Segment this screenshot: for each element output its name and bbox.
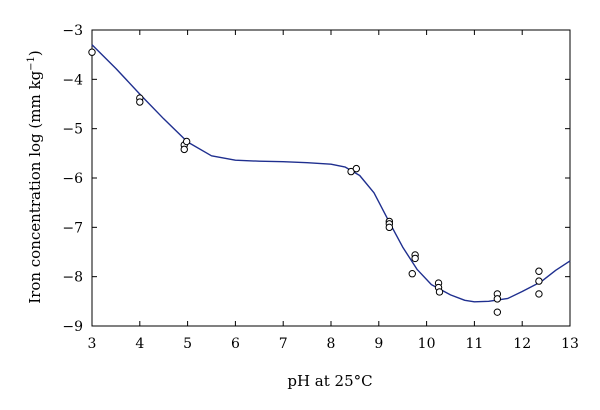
data-point (493, 308, 502, 316)
x-tick-label: 8 (327, 336, 336, 352)
data-point (88, 48, 96, 56)
data-point (136, 98, 144, 106)
x-tick-label: 10 (418, 336, 436, 352)
fit-curve (91, 44, 571, 303)
y-axis-label-close: ) (26, 50, 44, 56)
y-tick-label: −9 (62, 319, 83, 335)
y-tick-label: −6 (62, 171, 83, 187)
x-tick-label: 7 (279, 336, 288, 352)
y-tick-label: −5 (62, 122, 83, 138)
data-point (180, 145, 188, 154)
x-tick-label: 5 (183, 336, 192, 352)
data-point (493, 295, 502, 303)
data-point (352, 164, 361, 173)
data-point (535, 267, 543, 275)
data-point (435, 288, 444, 296)
y-axis-label-main: Iron concentration log (mm kg (26, 70, 44, 303)
data-point (408, 270, 416, 278)
data-point (182, 137, 191, 146)
plot-area (91, 29, 571, 327)
data-point (411, 254, 419, 263)
plot-frame (91, 29, 571, 327)
data-point (535, 290, 543, 298)
x-tick-label: 4 (135, 336, 144, 352)
y-axis-label-superscript: −1 (26, 56, 37, 71)
x-tick-label: 3 (88, 336, 97, 352)
x-tick-label: 12 (513, 336, 531, 352)
ticks-layer: 3 4 5 6 7 8 9 10 11 12 13 −3 −4 −5 −6 −7 −8 −9 (62, 23, 579, 352)
x-tick-label: 11 (465, 336, 483, 352)
y-tick-label: −7 (62, 220, 83, 236)
data-layer (88, 44, 571, 316)
y-axis-label: Iron concentration log (mm kg−1) (26, 50, 44, 304)
x-axis-label: pH at 25°C (287, 372, 372, 390)
y-tick-label: −3 (62, 23, 83, 39)
data-point (385, 223, 394, 232)
x-tick-label: 13 (561, 336, 579, 352)
data-point (535, 277, 543, 285)
y-tick-label: −4 (62, 72, 83, 88)
y-tick-label: −8 (62, 270, 83, 286)
x-tick-label: 6 (231, 336, 240, 352)
x-tick-label: 9 (374, 336, 383, 352)
